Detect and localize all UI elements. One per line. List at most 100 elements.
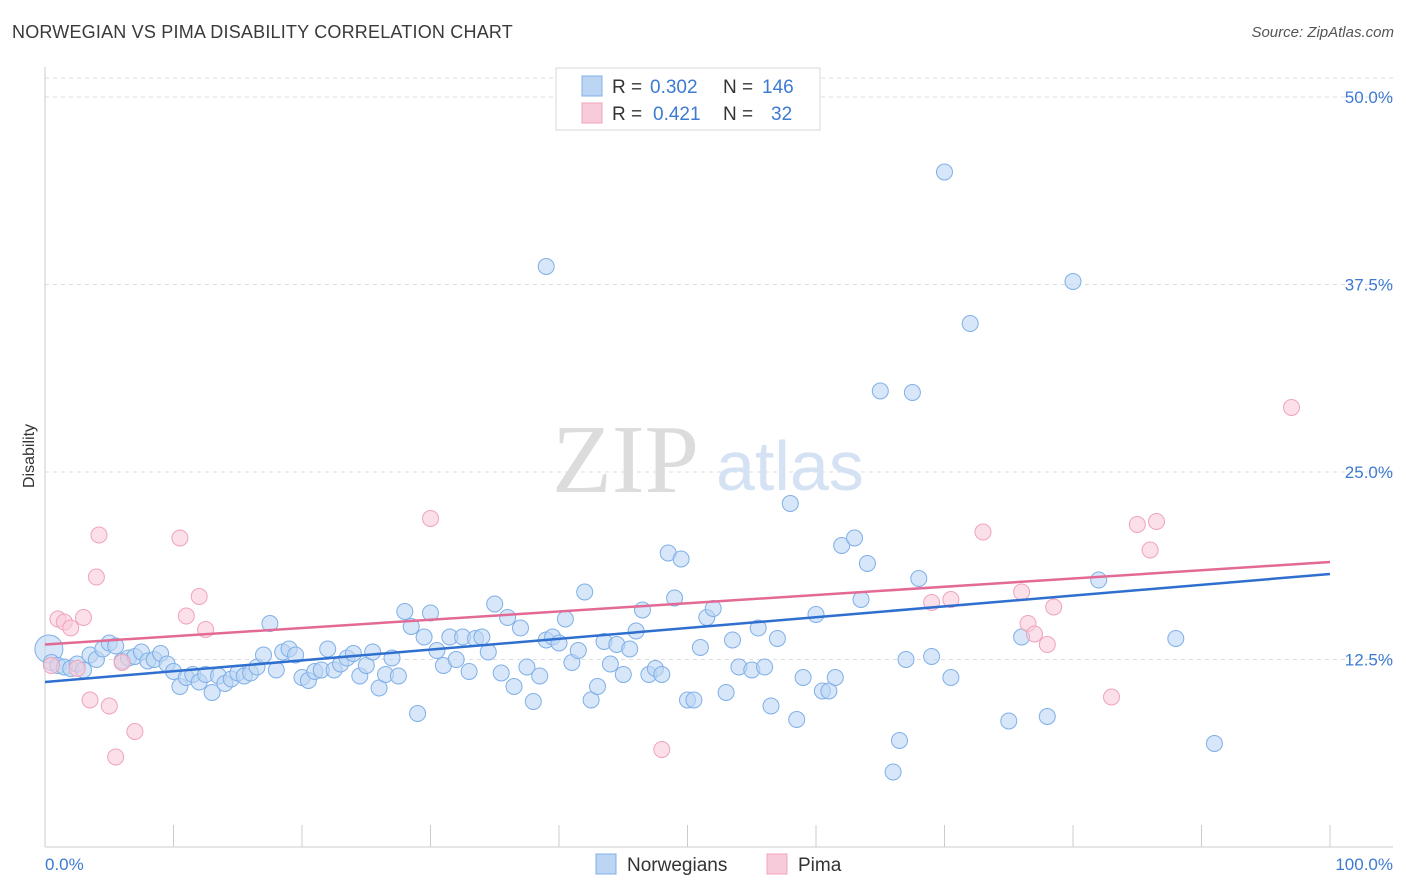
legend-r-value-2: 0.421 — [653, 104, 701, 125]
point-norwegians-35 — [261, 615, 279, 632]
point-norwegians-76 — [524, 693, 542, 710]
point-norwegians-72 — [499, 609, 517, 626]
point-norwegians-77 — [531, 667, 549, 685]
point-norwegians-90 — [614, 666, 632, 683]
legend-r-label-1: R = — [612, 77, 642, 98]
bottom-legend-swatch-pima — [766, 853, 788, 875]
point-norwegians-112 — [768, 630, 786, 647]
point-norwegians-11 — [107, 637, 125, 655]
legend-n-value-1: 146 — [762, 77, 794, 98]
grid-lines — [45, 77, 1393, 660]
point-pima-15 — [190, 588, 208, 605]
point-norwegians-58 — [409, 705, 427, 722]
point-norwegians-57 — [402, 618, 420, 635]
point-pima-18 — [653, 741, 671, 758]
point-norwegians-55 — [389, 667, 407, 685]
x-tick-label-0: 0.0% — [45, 855, 84, 874]
y-tick-label-2: 37.5% — [1345, 276, 1393, 295]
point-norwegians-140 — [1167, 630, 1185, 647]
legend-swatch-pima — [581, 102, 603, 124]
point-pima-3 — [62, 619, 80, 637]
point-norwegians-39 — [287, 646, 305, 664]
point-pima-24 — [1026, 625, 1043, 643]
point-norwegians-129 — [910, 570, 928, 587]
point-norwegians-141 — [537, 258, 555, 275]
point-norwegians-64 — [447, 651, 465, 668]
point-norwegians-105 — [717, 684, 735, 701]
point-norwegians-73 — [505, 678, 523, 695]
point-norwegians-114 — [788, 711, 806, 728]
point-pima-25 — [1038, 636, 1056, 653]
y-tick-label-3: 50.0% — [1345, 88, 1393, 107]
point-norwegians-130 — [923, 648, 941, 665]
point-pima-0 — [42, 657, 60, 674]
point-norwegians-109 — [749, 619, 767, 637]
point-pima-20 — [942, 591, 960, 608]
point-pima-27 — [1103, 688, 1120, 706]
point-pima-8 — [90, 526, 108, 544]
bottom-legend: Norwegians Pima — [595, 853, 842, 876]
watermark-atlas: atlas — [716, 427, 864, 505]
point-norwegians-126 — [891, 732, 908, 749]
point-norwegians-120 — [833, 537, 851, 554]
point-pima-5 — [75, 609, 92, 626]
point-pima-9 — [100, 697, 118, 715]
point-pima-7 — [87, 568, 105, 586]
point-norwegians-51 — [364, 643, 382, 661]
bottom-legend-label-pima: Pima — [798, 855, 842, 876]
chart-title: NORWEGIAN VS PIMA DISABILITY CORRELATION… — [12, 22, 513, 42]
tick-labels: 12.5% 25.0% 37.5% 50.0% 0.0% 100.0% — [45, 88, 1393, 874]
point-pima-31 — [1283, 399, 1300, 416]
point-norwegians-133 — [961, 315, 979, 332]
point-pima-14 — [177, 607, 195, 625]
legend-n-label-1: N = — [723, 77, 753, 98]
axes — [44, 67, 1393, 848]
point-pima-12 — [126, 723, 144, 740]
point-norwegians-98 — [666, 589, 684, 607]
legend-n-value-2: 32 — [771, 104, 792, 125]
point-norwegians-106 — [724, 631, 741, 649]
point-pima-22 — [1013, 583, 1031, 601]
point-norwegians-124 — [871, 382, 889, 400]
point-norwegians-132 — [942, 669, 960, 686]
point-norwegians-121 — [846, 529, 863, 547]
point-pima-30 — [1148, 513, 1165, 530]
point-norwegians-128 — [903, 384, 921, 401]
point-norwegians-93 — [634, 601, 651, 619]
point-pima-26 — [1045, 598, 1063, 616]
point-norwegians-56 — [396, 603, 414, 620]
point-norwegians-111 — [762, 697, 780, 715]
point-norwegians-36 — [267, 661, 285, 679]
point-norwegians-110 — [756, 658, 774, 676]
point-norwegians-139 — [1205, 735, 1223, 752]
point-pima-4 — [68, 660, 86, 677]
watermark-zip: ZIP — [552, 406, 699, 514]
point-norwegians-102 — [691, 639, 709, 656]
point-norwegians-68 — [473, 628, 491, 646]
point-norwegians-26 — [203, 684, 221, 701]
point-norwegians-34 — [255, 646, 272, 664]
x-tick-label-1: 100.0% — [1335, 855, 1393, 874]
trend-lines — [44, 560, 1331, 684]
point-norwegians-119 — [826, 669, 844, 686]
point-norwegians-125 — [884, 763, 902, 781]
point-norwegians-136 — [1038, 708, 1056, 725]
point-norwegians-127 — [897, 651, 915, 668]
data-points — [34, 163, 1300, 781]
point-norwegians-101 — [685, 691, 703, 709]
point-pima-13 — [171, 529, 189, 547]
point-norwegians-71 — [492, 664, 510, 682]
point-norwegians-113 — [781, 495, 799, 512]
point-norwegians-116 — [807, 606, 825, 623]
point-pima-21 — [974, 523, 992, 541]
point-norwegians-91 — [621, 640, 639, 658]
bottom-legend-label-norwegians: Norwegians — [627, 855, 727, 876]
y-axis-label: Disability — [21, 424, 38, 488]
point-pima-17 — [422, 510, 439, 527]
legend-r-value-1: 0.302 — [650, 77, 698, 98]
point-norwegians-96 — [653, 666, 671, 683]
point-norwegians-137 — [1064, 273, 1082, 290]
y-tick-label-1: 25.0% — [1345, 463, 1393, 482]
point-norwegians-44 — [319, 640, 337, 658]
trend-line-pima — [44, 560, 1331, 646]
